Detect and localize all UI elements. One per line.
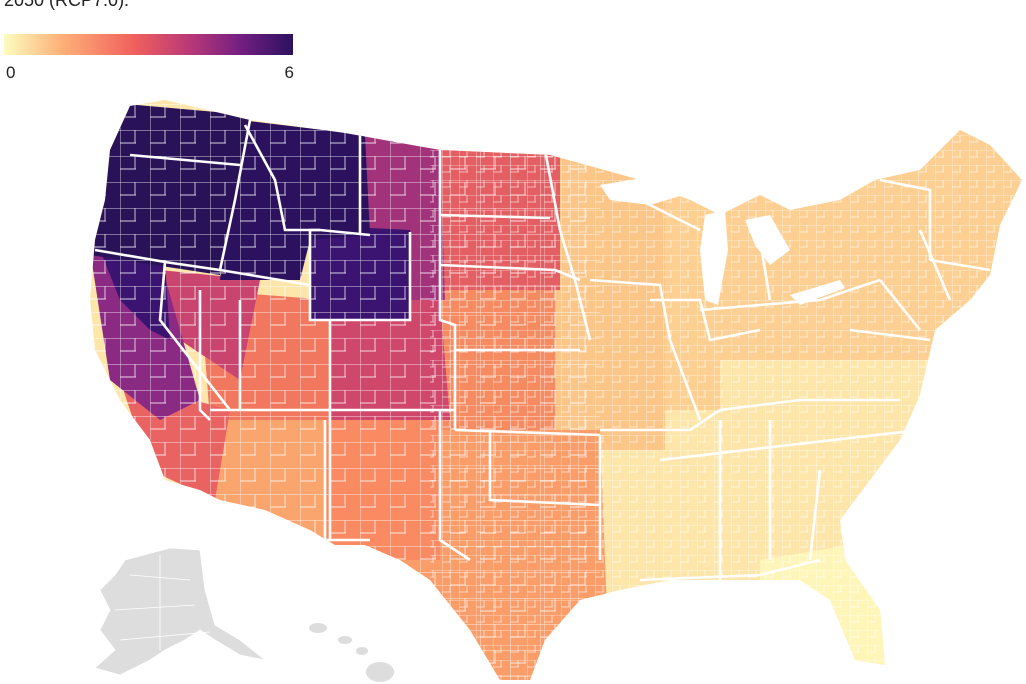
state-borders xyxy=(94,119,991,582)
lake-superior xyxy=(600,175,700,205)
lake-huron xyxy=(745,215,790,265)
region-alaska xyxy=(94,547,266,676)
legend-gradient-bar xyxy=(4,34,293,55)
map-title: 2050 (RCP7.0). xyxy=(4,0,130,10)
legend-max-label: 6 xyxy=(284,63,294,82)
color-legend: 0 6 xyxy=(4,34,294,82)
region-hawaii xyxy=(309,623,394,682)
legend-min-label: 0 xyxy=(6,63,16,82)
lake-michigan xyxy=(700,210,728,305)
lake-erie xyxy=(790,280,845,305)
